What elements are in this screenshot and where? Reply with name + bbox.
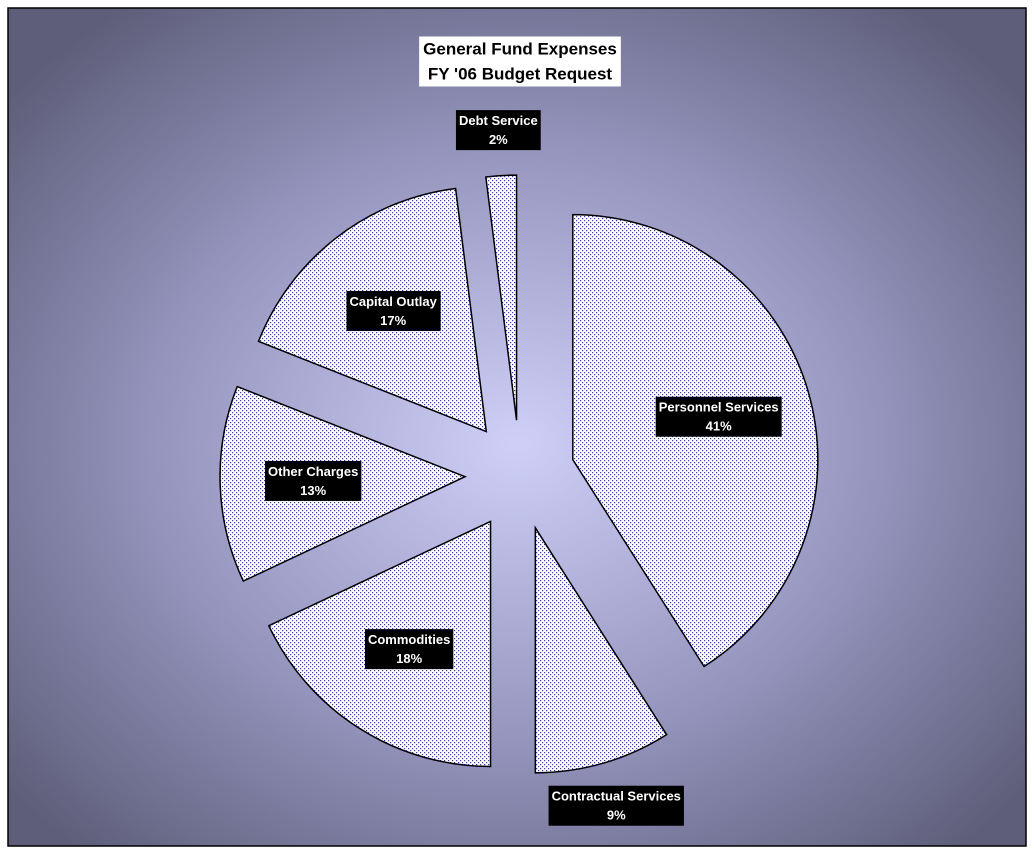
title-box: General Fund Expenses FY '06 Budget Requ… — [419, 36, 621, 87]
label-background — [455, 110, 541, 151]
label-category: Capital Outlay — [349, 294, 437, 309]
pie-slice — [534, 525, 668, 774]
data-label: Commodities 18% — [364, 629, 454, 670]
label-value: 41% — [706, 419, 732, 434]
label-category: Commodities — [368, 632, 450, 647]
label-value: 2% — [489, 132, 508, 147]
pie-slice — [572, 213, 819, 668]
label-value: 9% — [607, 808, 626, 823]
data-label: Personnel Services 41% — [655, 396, 782, 437]
label-value: 13% — [300, 483, 326, 498]
label-background — [265, 460, 362, 501]
label-background — [655, 396, 782, 437]
label-background — [346, 290, 441, 331]
title-background — [419, 36, 621, 87]
data-label: Debt Service 2% — [455, 110, 541, 151]
chart-title: General Fund Expenses — [423, 39, 617, 58]
label-value: 17% — [380, 313, 406, 328]
label-category: Debt Service — [459, 113, 538, 128]
label-background — [548, 785, 684, 826]
pie-slice — [485, 174, 518, 421]
data-labels: Personnel Services 41% Contractual Service… — [265, 110, 782, 826]
label-background — [364, 629, 454, 670]
label-value: 18% — [396, 651, 422, 666]
label-category: Contractual Services — [552, 789, 681, 804]
label-category: Personnel Services — [659, 400, 779, 415]
data-label: Other Charges 13% — [265, 460, 362, 501]
data-label: Contractual Services 9% — [548, 785, 684, 826]
chart-title: FY '06 Budget Request — [428, 64, 612, 83]
data-label: Capital Outlay 17% — [346, 290, 441, 331]
label-category: Other Charges — [268, 464, 358, 479]
